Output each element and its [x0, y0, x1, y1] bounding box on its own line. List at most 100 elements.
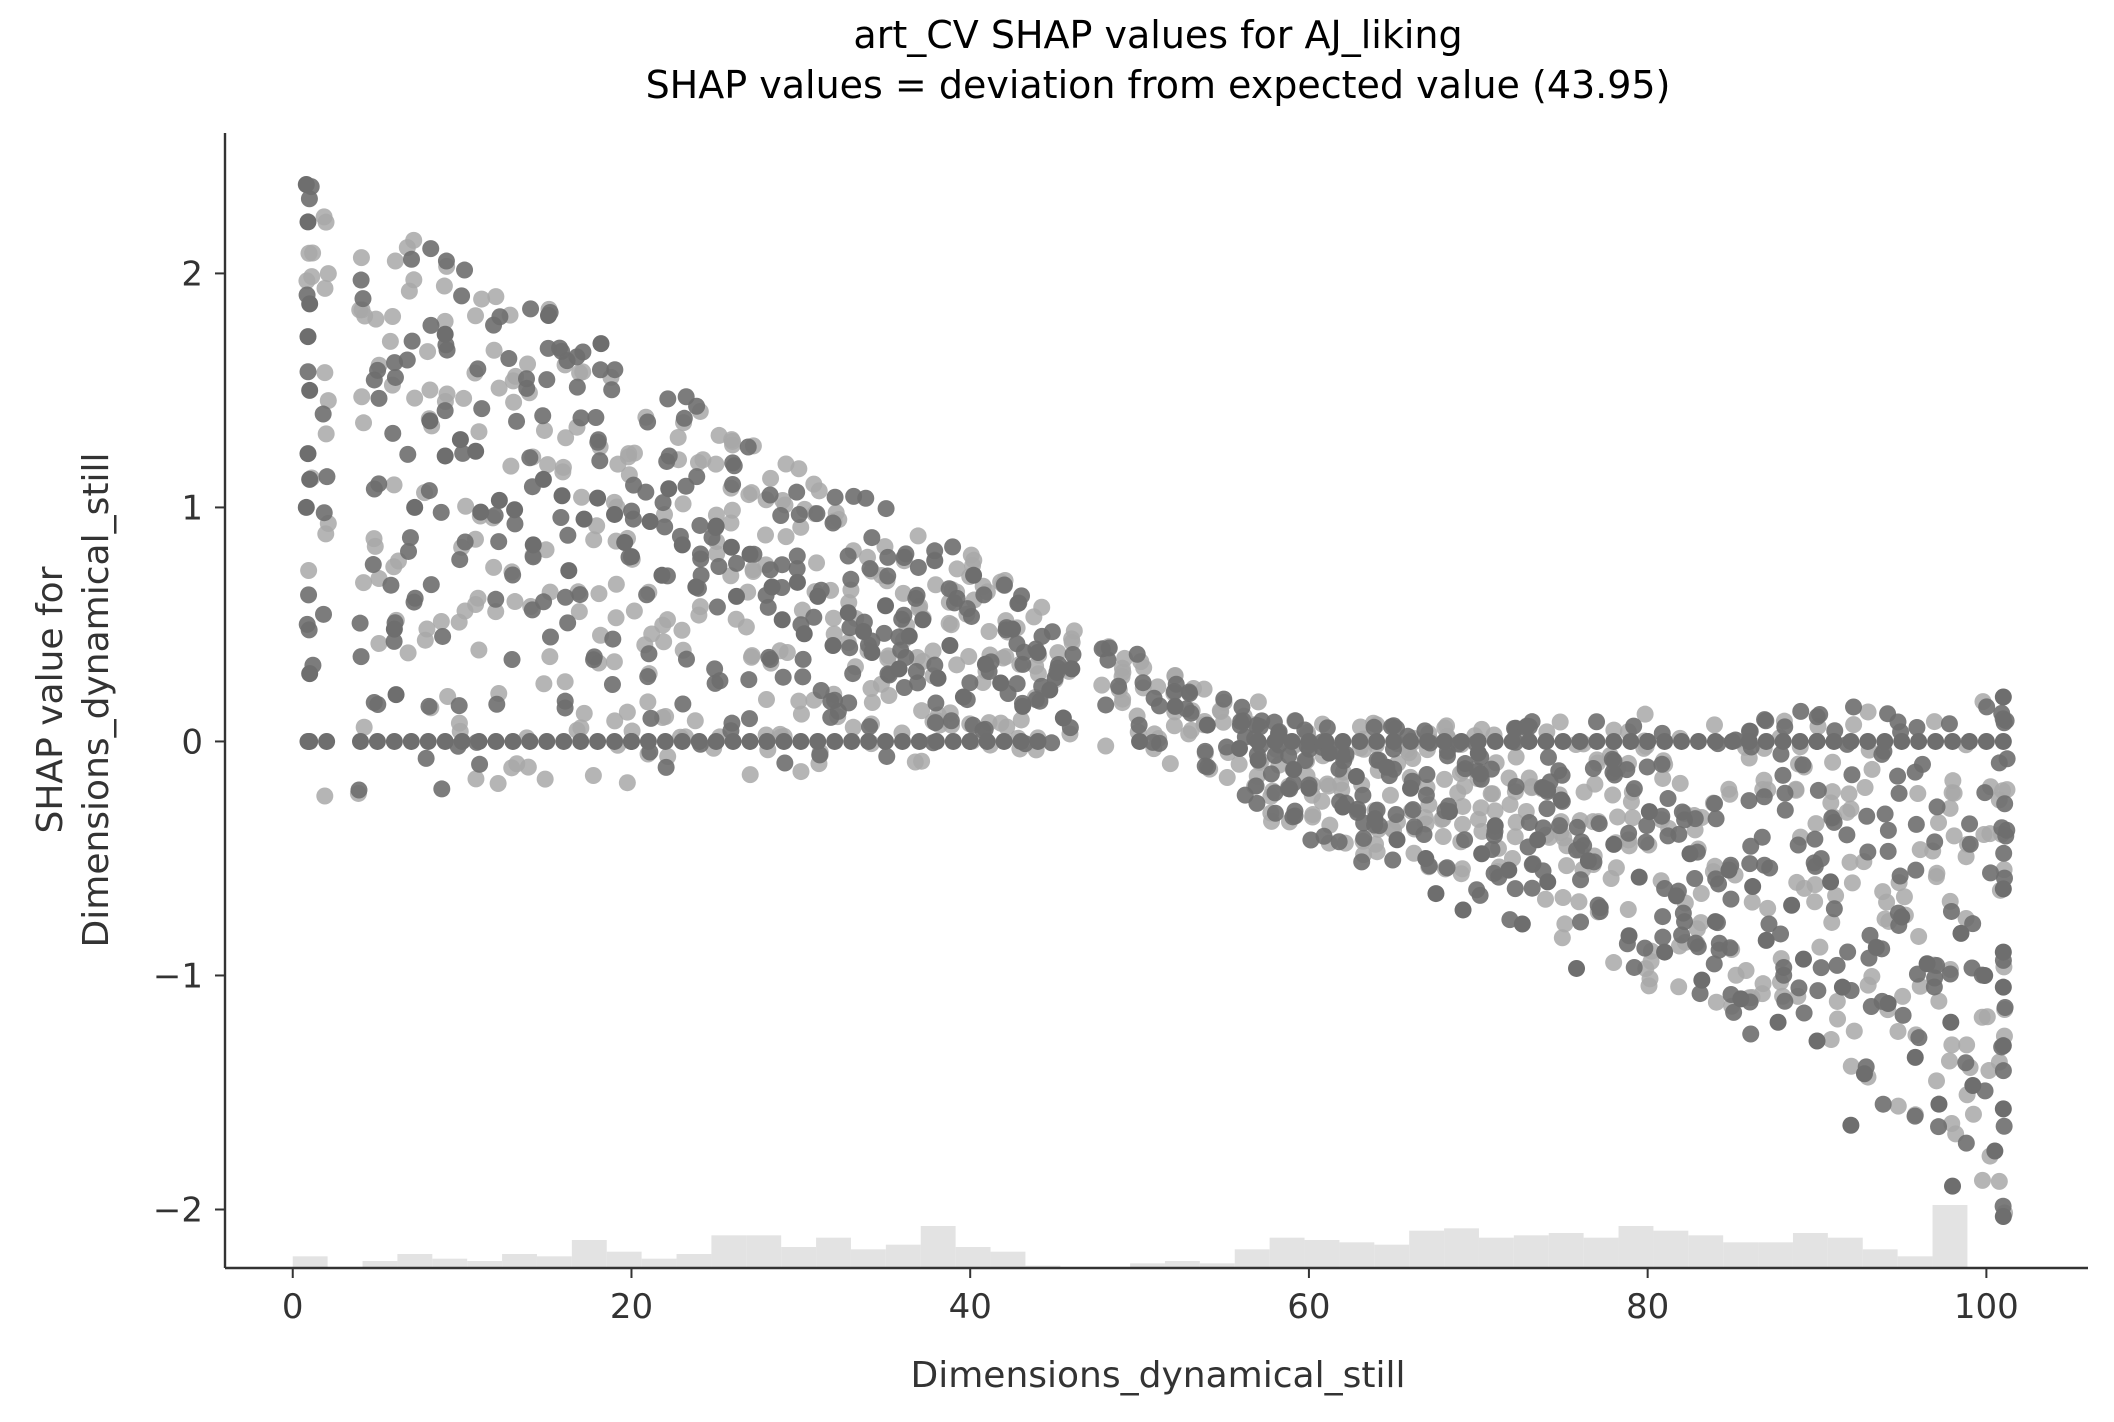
scatter-point [1027, 691, 1045, 709]
scatter-point [1845, 1022, 1863, 1040]
scatter-point [1378, 758, 1396, 776]
scatter-point [438, 341, 456, 359]
scatter-point [792, 705, 810, 723]
scatter-point [642, 709, 660, 727]
scatter-point [1673, 732, 1691, 750]
scatter-point [1670, 825, 1688, 843]
scatter-point [978, 732, 996, 750]
scatter-point [300, 562, 318, 580]
scatter-point [1385, 732, 1403, 750]
scatter-point [1556, 915, 1574, 933]
scatter-point [450, 714, 468, 732]
scatter-point [316, 787, 334, 805]
scatter-point [926, 552, 944, 570]
histogram-bar [1513, 1235, 1549, 1268]
scatter-point [995, 732, 1013, 750]
scatter-point [708, 545, 726, 563]
scatter-point [1928, 798, 1946, 816]
scatter-point [1473, 845, 1491, 863]
scatter-point [604, 630, 622, 648]
scatter-point [1806, 876, 1824, 894]
scatter-point [386, 354, 404, 372]
scatter-point [405, 271, 423, 289]
scatter-point [521, 449, 539, 467]
scatter-point [1823, 783, 1841, 801]
scatter-point [965, 566, 983, 584]
y-tick-label: 2 [181, 254, 203, 294]
scatter-point [1671, 774, 1689, 792]
scatter-point [1812, 850, 1830, 868]
scatter-point [1506, 880, 1524, 898]
scatter-point [675, 409, 693, 427]
scatter-point [1659, 790, 1677, 808]
scatter-point [573, 488, 591, 506]
scatter-point [826, 488, 844, 506]
scatter-point [1906, 1107, 1924, 1125]
scatter-point [1636, 705, 1654, 723]
scatter-point [1642, 953, 1660, 971]
scatter-point [1427, 885, 1445, 903]
scatter-point [1964, 915, 1982, 933]
scatter-point [840, 694, 858, 712]
scatter-point [674, 495, 692, 513]
scatter-point [1909, 784, 1927, 802]
scatter-point [907, 663, 925, 681]
scatter-point [384, 424, 402, 442]
scatter-point [1043, 734, 1061, 752]
scatter-point [1686, 869, 1704, 887]
scatter-point [843, 732, 861, 750]
scatter-point [739, 438, 757, 456]
scatter-point [1165, 683, 1183, 701]
scatter-point [788, 483, 806, 501]
scatter-point [761, 486, 779, 504]
scatter-point [1507, 748, 1525, 766]
histogram-bar [1339, 1242, 1375, 1268]
scatter-point [1686, 810, 1704, 828]
scatter-point [926, 656, 944, 674]
scatter-point [929, 669, 947, 687]
scatter-point [890, 660, 908, 678]
scatter-point [641, 512, 659, 530]
scatter-point [1894, 987, 1912, 1005]
scatter-point [364, 556, 382, 574]
scatter-point [1181, 685, 1199, 703]
scatter-point [1841, 853, 1859, 871]
scatter-point [1859, 703, 1877, 721]
scatter-point [1286, 807, 1304, 825]
scatter-point [744, 563, 762, 581]
scatter-point [1943, 1036, 1961, 1054]
scatter-point [1506, 828, 1524, 846]
scatter-point [997, 648, 1015, 666]
scatter-point [1828, 956, 1846, 974]
scatter-point [1440, 803, 1458, 821]
scatter-point [1503, 732, 1521, 750]
scatter-point [1776, 801, 1794, 819]
y-tick-label: −1 [153, 956, 203, 996]
scatter-point [1673, 926, 1691, 944]
scatter-point [315, 208, 333, 226]
scatter-point [861, 560, 879, 578]
scatter-point [1603, 750, 1621, 768]
scatter-point [1996, 795, 2014, 813]
scatter-point [1486, 802, 1504, 820]
scatter-point [1472, 799, 1490, 817]
scatter-point [386, 252, 404, 270]
x-tick-label: 60 [1287, 1287, 1330, 1327]
scatter-point [908, 586, 926, 604]
scatter-point [961, 674, 979, 692]
scatter-point [355, 574, 373, 592]
scatter-point [317, 425, 335, 443]
scatter-point [400, 542, 418, 560]
scatter-point [944, 538, 962, 556]
scatter-point [1838, 826, 1856, 844]
histogram-bar [536, 1256, 572, 1268]
scatter-point [490, 491, 508, 509]
scatter-point [1418, 765, 1436, 783]
scatter-point [924, 642, 942, 660]
scatter-point [1266, 784, 1284, 802]
scatter-point [620, 445, 638, 463]
scatter-point [1943, 784, 1961, 802]
scatter-point [1584, 760, 1602, 778]
scatter-point [537, 541, 555, 559]
scatter-point [1355, 829, 1373, 847]
